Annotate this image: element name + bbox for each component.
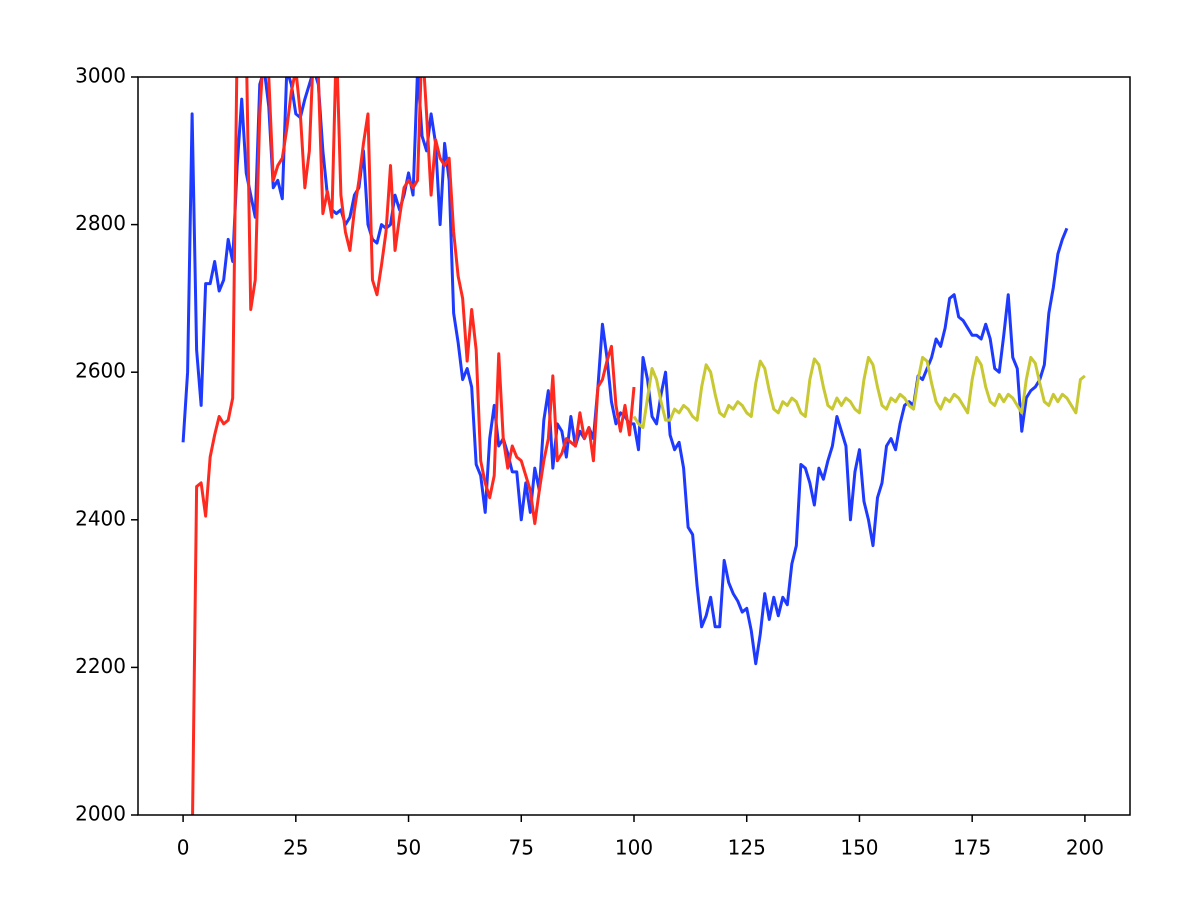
x-tick-label: 25 [283, 836, 308, 860]
x-tick-label: 200 [1066, 836, 1104, 860]
line-series [191, 77, 636, 815]
y-tick-label: 2600 [75, 359, 126, 383]
x-tick-label: 125 [728, 836, 766, 860]
y-tick-label: 2200 [75, 654, 126, 678]
x-tick-label: 0 [177, 836, 190, 860]
x-tick-label: 50 [396, 836, 421, 860]
x-tick-label: 150 [840, 836, 878, 860]
x-tick-label: 100 [615, 836, 653, 860]
x-tick-label: 75 [509, 836, 534, 860]
y-tick-label: 3000 [75, 64, 126, 88]
y-tick-label: 2000 [75, 802, 126, 826]
y-tick-label: 2400 [75, 506, 126, 530]
plot-lines [181, 77, 1086, 815]
x-tick-label: 175 [953, 836, 991, 860]
line-series [632, 355, 1086, 430]
y-tick-label: 2800 [75, 211, 126, 235]
